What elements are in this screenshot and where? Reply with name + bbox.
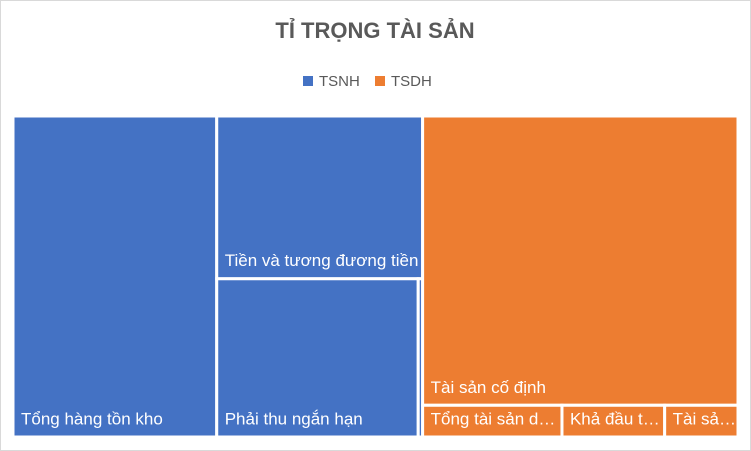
tile-label: Phải thu ngắn hạn [225, 409, 363, 428]
treemap-tile [215, 114, 425, 281]
chart-title: TỈ TRỌNG TÀI SẢN [275, 18, 474, 43]
tile-label: Khả đầu t… [570, 409, 660, 428]
tile-label: Tổng tài sản d… [431, 409, 556, 428]
tile-label: Tiền và tương đương tiền [225, 251, 419, 270]
legend-swatch [303, 76, 313, 86]
treemap-tile [11, 114, 219, 439]
legend-label: TSNH [319, 73, 360, 90]
treemap-tile [421, 114, 740, 407]
treemap-tile [663, 403, 740, 439]
treemap-tile [560, 403, 667, 439]
treemap-tile [215, 277, 420, 439]
tile-label: Tài sả… [673, 409, 736, 428]
tile-label: Tổng hàng tồn kho [21, 409, 163, 428]
legend-label: TSDH [391, 73, 432, 90]
legend-swatch [375, 76, 385, 86]
tile-label: Tài sản cố định [431, 378, 546, 397]
